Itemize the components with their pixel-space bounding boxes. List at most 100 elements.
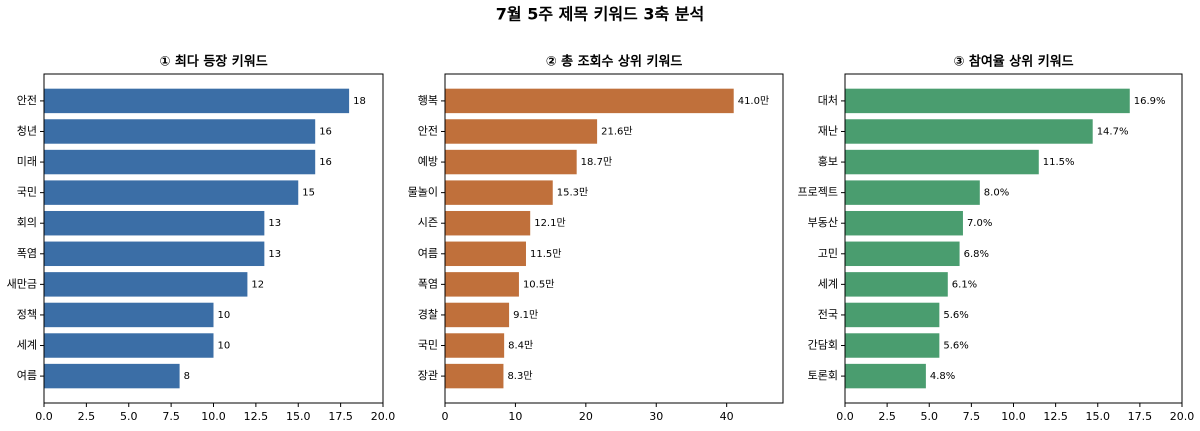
- value-label: 8.3만: [507, 370, 532, 382]
- plot-frame: [844, 73, 1183, 404]
- panel-title: ① 최다 등장 키워드: [159, 54, 267, 70]
- y-tick-label: 세계: [818, 277, 838, 290]
- y-tick-label: 새만금: [7, 277, 37, 290]
- x-tick-label: 0.0: [836, 410, 854, 423]
- figure-title: 7월 5주 제목 키워드 3축 분석: [496, 5, 704, 24]
- bar: [44, 272, 248, 297]
- y-tick-label: 미래: [17, 155, 37, 168]
- bar: [845, 88, 1130, 114]
- y-tick-label: 프로젝트: [798, 186, 838, 199]
- value-label: 16.9%: [1134, 96, 1166, 107]
- x-tick-label: 2.5: [78, 410, 96, 423]
- plot-frame: [444, 73, 784, 404]
- bar: [445, 272, 519, 297]
- y-tick-label: 경찰: [418, 308, 438, 321]
- x-tick-label: 7.5: [963, 410, 981, 423]
- bar: [845, 272, 948, 297]
- value-label: 7.0%: [967, 218, 992, 229]
- panel-title: ③ 참여율 상위 키워드: [953, 54, 1073, 70]
- y-tick-label: 세계: [17, 339, 37, 352]
- value-label: 5.6%: [943, 341, 968, 352]
- panel-title: ② 총 조회수 상위 키워드: [546, 54, 683, 70]
- value-label: 13: [268, 249, 281, 260]
- value-label: 11.5%: [1043, 157, 1075, 168]
- y-tick-label: 안전: [418, 124, 438, 137]
- x-tick-label: 2.5: [878, 410, 896, 423]
- value-label: 10.5만: [523, 278, 554, 290]
- y-tick-label: 간담회: [808, 339, 838, 352]
- y-tick-label: 여름: [17, 369, 37, 382]
- bar: [845, 210, 963, 236]
- bar: [44, 210, 265, 236]
- x-tick-label: 15.0: [286, 410, 311, 423]
- y-tick-label: 장관: [418, 369, 438, 382]
- value-label: 13: [268, 218, 281, 229]
- value-label: 8: [184, 371, 190, 382]
- bar: [845, 180, 980, 205]
- bar: [44, 241, 265, 267]
- value-label: 10: [218, 341, 231, 352]
- value-label: 15: [302, 188, 315, 199]
- x-tick-label: 0: [442, 410, 449, 423]
- value-label: 12: [251, 279, 264, 290]
- x-tick-label: 12.5: [244, 410, 269, 423]
- value-label: 8.4만: [508, 340, 533, 352]
- x-tick-label: 15.0: [1086, 410, 1111, 423]
- y-tick-label: 전국: [818, 308, 838, 321]
- y-tick-label: 회의: [17, 216, 37, 229]
- y-tick-label: 홍보: [818, 154, 838, 168]
- bar: [445, 333, 505, 358]
- value-label: 9.1만: [513, 309, 538, 321]
- value-label: 6.8%: [964, 249, 989, 260]
- bar: [44, 333, 214, 358]
- y-tick-label: 대처: [818, 94, 838, 107]
- y-tick-label: 국민: [418, 339, 438, 352]
- bar: [44, 180, 299, 205]
- bar: [44, 119, 316, 144]
- y-tick-label: 여름: [418, 247, 438, 260]
- bar: [445, 149, 577, 175]
- bar: [44, 302, 214, 328]
- x-tick-label: 12.5: [1043, 410, 1068, 423]
- x-tick-label: 20.0: [1170, 410, 1195, 423]
- y-tick-label: 재난: [818, 124, 838, 137]
- bar: [445, 302, 510, 328]
- plot-frame: [43, 73, 384, 404]
- x-tick-label: 7.5: [162, 410, 180, 423]
- bar: [845, 241, 960, 267]
- value-label: 8.0%: [984, 188, 1009, 199]
- x-tick-label: 30: [649, 410, 663, 423]
- y-tick-label: 폭염: [418, 277, 438, 290]
- bar: [845, 149, 1039, 175]
- bar: [845, 333, 940, 358]
- value-label: 11.5만: [530, 248, 561, 260]
- y-tick-label: 안전: [17, 94, 37, 107]
- x-tick-label: 10.0: [201, 410, 226, 423]
- x-tick-label: 0.0: [35, 410, 53, 423]
- value-label: 4.8%: [930, 371, 955, 382]
- y-tick-label: 시즌: [418, 216, 438, 229]
- value-label: 18.7만: [581, 156, 612, 168]
- x-tick-label: 20.0: [371, 410, 396, 423]
- value-label: 41.0만: [738, 95, 769, 107]
- bar: [445, 180, 553, 205]
- x-tick-label: 40: [720, 410, 734, 423]
- y-tick-label: 국민: [17, 186, 37, 199]
- y-tick-label: 고민: [818, 247, 838, 260]
- value-label: 21.6만: [601, 125, 632, 137]
- value-label: 6.1%: [952, 279, 977, 290]
- bar: [845, 119, 1093, 144]
- x-tick-label: 10.0: [1001, 410, 1026, 423]
- value-label: 5.6%: [943, 310, 968, 321]
- y-tick-label: 부동산: [808, 216, 838, 229]
- value-label: 14.7%: [1097, 126, 1129, 137]
- value-label: 10: [218, 310, 231, 321]
- bar: [44, 363, 180, 389]
- bar: [445, 210, 531, 236]
- bar: [445, 241, 526, 267]
- y-tick-label: 예방: [418, 155, 438, 168]
- bar: [44, 149, 316, 175]
- x-tick-label: 5.0: [120, 410, 138, 423]
- y-tick-label: 정책: [17, 308, 37, 321]
